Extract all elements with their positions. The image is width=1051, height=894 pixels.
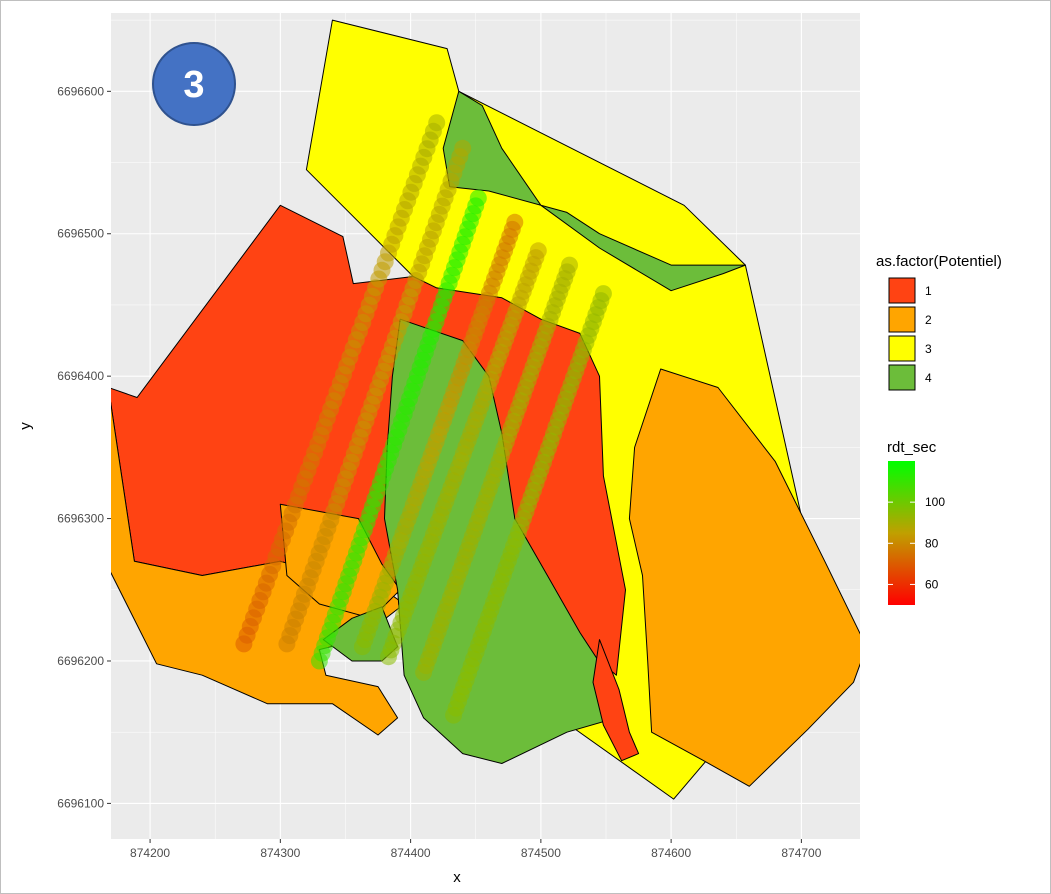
yield-point bbox=[454, 139, 472, 157]
fill-legend-label-3: 3 bbox=[925, 342, 932, 356]
y-tick-label: 6696600 bbox=[57, 84, 104, 98]
yield-point bbox=[561, 256, 578, 274]
yield-point bbox=[469, 189, 487, 207]
x-tick-label: 874200 bbox=[130, 846, 170, 860]
y-tick-label: 6696400 bbox=[57, 369, 104, 383]
x-tick-label: 874500 bbox=[521, 846, 561, 860]
color-legend-bar bbox=[888, 461, 915, 605]
y-axis-ticks: 6696100 6696200 6696300 6696400 6696500 66966… bbox=[57, 84, 111, 810]
y-tick-label: 6696200 bbox=[57, 654, 104, 668]
x-tick-label: 874700 bbox=[781, 846, 821, 860]
y-tick-label: 6696300 bbox=[57, 512, 104, 526]
y-axis-title: y bbox=[17, 422, 34, 430]
color-legend-label: 100 bbox=[925, 495, 945, 509]
fill-legend-key-4 bbox=[888, 364, 916, 391]
badge-circle bbox=[152, 42, 236, 126]
color-legend: rdt_sec 60 80 100 bbox=[887, 439, 945, 605]
zone-potentiel-1 bbox=[592, 639, 640, 762]
y-tick-label: 6696100 bbox=[57, 796, 104, 810]
badge: 3 bbox=[152, 42, 236, 126]
yield-point bbox=[506, 213, 524, 231]
x-tick-label: 874300 bbox=[260, 846, 300, 860]
fill-legend-keys: 1 2 3 4 bbox=[888, 277, 932, 391]
fill-legend-label-2: 2 bbox=[925, 313, 932, 327]
x-tick-label: 874400 bbox=[391, 846, 431, 860]
zone-potentiel-4 bbox=[442, 90, 746, 292]
color-legend-ticks: 60 80 100 bbox=[888, 495, 945, 591]
yield-point bbox=[428, 114, 446, 132]
fill-legend-label-4: 4 bbox=[925, 371, 932, 385]
color-legend-title: rdt_sec bbox=[887, 439, 937, 456]
fill-legend-key-1 bbox=[888, 277, 916, 304]
color-legend-label: 60 bbox=[925, 577, 939, 591]
y-tick-label: 6696500 bbox=[57, 227, 104, 241]
zone-potentiel-2 bbox=[628, 368, 860, 787]
color-legend-label: 80 bbox=[925, 536, 939, 550]
fill-legend-key-3 bbox=[888, 335, 916, 362]
points-layer bbox=[235, 114, 612, 724]
yield-point bbox=[529, 242, 547, 260]
fill-legend-label-1: 1 bbox=[925, 284, 932, 298]
fill-legend-key-2 bbox=[888, 306, 916, 333]
fill-legend-title: as.factor(Potentiel) bbox=[876, 253, 1002, 270]
x-tick-label: 874600 bbox=[651, 846, 691, 860]
yield-point bbox=[594, 285, 612, 303]
x-axis-title: x bbox=[453, 869, 461, 886]
x-axis-ticks: 874200 874300 874400 874500 874600 874700 bbox=[130, 839, 822, 860]
badge-number: 3 bbox=[183, 64, 204, 106]
fill-legend: as.factor(Potentiel) 1 2 3 4 bbox=[876, 253, 1002, 391]
